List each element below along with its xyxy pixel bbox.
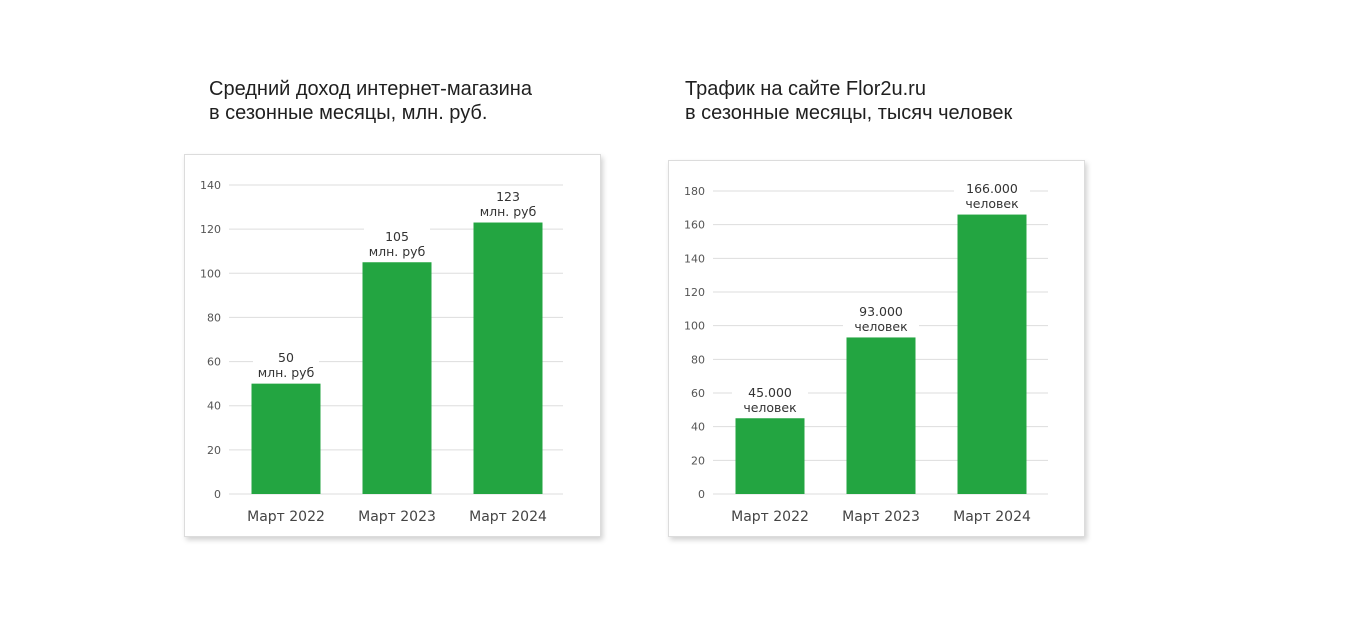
data-label-unit: человек <box>854 319 908 334</box>
y-tick-label: 40 <box>207 400 221 413</box>
x-category-label: Март 2023 <box>842 509 920 525</box>
y-tick-label: 60 <box>207 356 221 369</box>
chart-2-title-line-1: Трафик на сайте Flor2u.ru <box>685 78 926 100</box>
chart-1-title: Средний доход интернет-магазина в сезонн… <box>209 77 532 125</box>
data-label-background <box>364 226 430 261</box>
y-tick-label: 120 <box>200 223 221 236</box>
bar <box>735 418 805 494</box>
y-tick-label: 140 <box>684 252 705 265</box>
data-label-background <box>954 178 1030 213</box>
data-label-value: 93.000 <box>859 304 903 319</box>
x-category-label: Март 2022 <box>247 509 325 525</box>
y-tick-label: 100 <box>200 267 221 280</box>
data-label-value: 105 <box>385 229 409 244</box>
y-tick-label: 40 <box>691 421 705 434</box>
data-label-value: 123 <box>496 189 520 204</box>
data-label-background <box>475 186 541 221</box>
y-tick-label: 0 <box>214 488 221 501</box>
chart-1-title-line-1: Средний доход интернет-магазина <box>209 78 532 100</box>
y-tick-label: 80 <box>691 353 705 366</box>
data-label-unit: млн. руб <box>480 204 537 219</box>
y-tick-label: 160 <box>684 219 705 232</box>
data-label-background <box>732 382 808 417</box>
data-label-unit: человек <box>965 196 1019 211</box>
x-category-label: Март 2022 <box>731 509 809 525</box>
data-label-unit: человек <box>743 400 797 415</box>
y-tick-label: 120 <box>684 286 705 299</box>
x-category-label: Март 2024 <box>469 509 547 525</box>
chart-1-title-line-2: в сезонные месяцы, млн. руб. <box>209 102 488 124</box>
data-label-unit: млн. руб <box>258 365 315 380</box>
y-tick-label: 100 <box>684 320 705 333</box>
y-tick-label: 60 <box>691 387 705 400</box>
bar <box>362 262 432 494</box>
data-label-value: 50 <box>278 350 294 365</box>
chart-2-svg: 02040608010012014016018045.000человекМар… <box>684 178 1048 525</box>
chart-2-card: 0 20 40 60 80 100 120 140 160 180 45.000 человек Мар… <box>668 160 1085 537</box>
bar <box>846 337 916 494</box>
data-label-background <box>843 301 919 336</box>
y-tick-label: 0 <box>698 488 705 501</box>
data-label-value: 166.000 <box>966 181 1018 196</box>
chart-2-title-line-2: в сезонные месяцы, тысяч человек <box>685 102 1013 124</box>
y-tick-label: 140 <box>200 179 221 192</box>
chart-2-title: Трафик на сайте Flor2u.ru в сезонные мес… <box>685 77 1012 125</box>
chart-1-card: 0 20 40 60 80 100 120 140 50 млн. руб Март 2022 105… <box>184 154 601 537</box>
data-label-value: 45.000 <box>748 385 792 400</box>
x-category-label: Март 2023 <box>358 509 436 525</box>
x-category-label: Март 2024 <box>953 509 1031 525</box>
bar <box>473 222 543 494</box>
bar <box>957 214 1027 495</box>
data-label-background <box>253 347 319 382</box>
y-tick-label: 180 <box>684 185 705 198</box>
data-label-unit: млн. руб <box>369 244 426 259</box>
bar <box>251 383 321 494</box>
y-tick-label: 80 <box>207 311 221 324</box>
y-tick-label: 20 <box>207 444 221 457</box>
y-tick-label: 20 <box>691 454 705 467</box>
